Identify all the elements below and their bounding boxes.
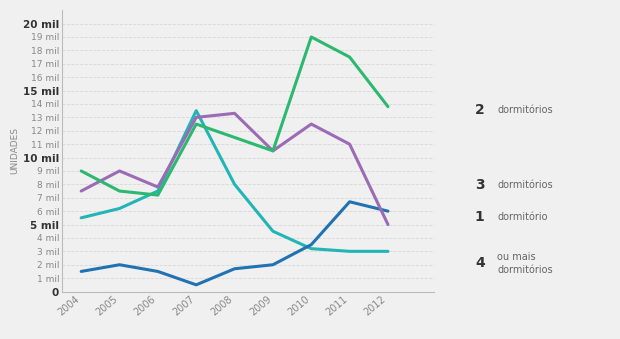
Text: 4: 4 [475, 256, 485, 271]
Text: 3: 3 [475, 178, 485, 192]
Text: 2: 2 [475, 103, 485, 117]
Text: dormitórios: dormitórios [497, 180, 553, 190]
Text: dormitórios: dormitórios [497, 105, 553, 115]
Text: ou mais
dormitórios: ou mais dormitórios [497, 252, 553, 275]
Y-axis label: UNIDADES: UNIDADES [10, 127, 19, 174]
Text: 1: 1 [475, 210, 485, 224]
Text: dormitório: dormitório [497, 212, 547, 222]
